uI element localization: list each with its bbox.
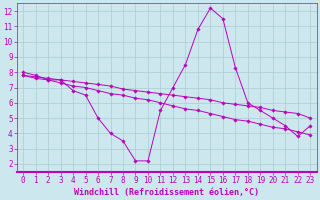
X-axis label: Windchill (Refroidissement éolien,°C): Windchill (Refroidissement éolien,°C) — [74, 188, 259, 197]
